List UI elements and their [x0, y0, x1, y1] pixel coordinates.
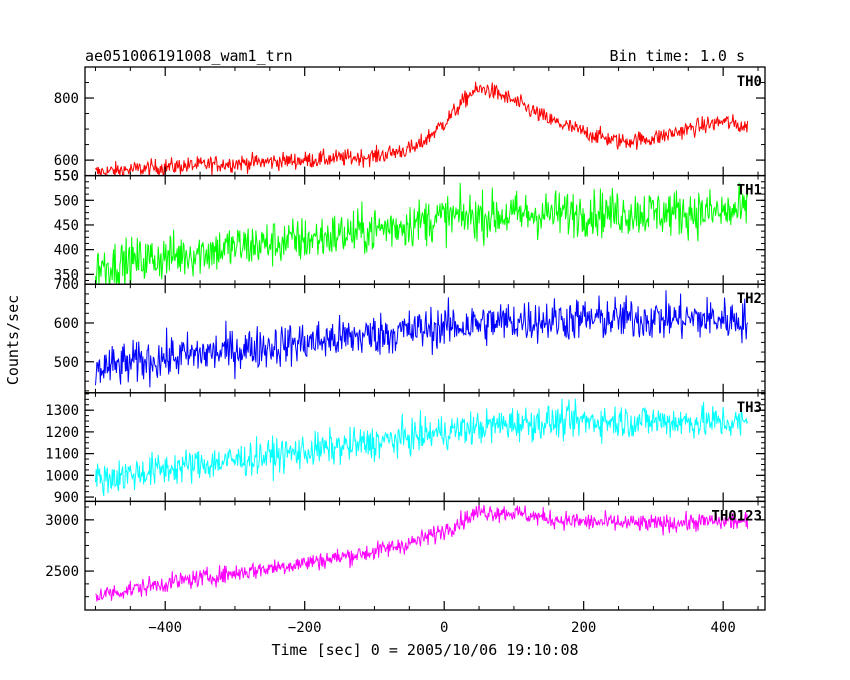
- y-tick-label: 350: [54, 267, 79, 283]
- y-axis-label: Counts/sec: [4, 295, 22, 385]
- x-axis-label: Time [sec] 0 = 2005/10/06 19:10:08: [271, 641, 578, 659]
- panel-label: TH2: [737, 291, 762, 307]
- y-tick-label: 1200: [45, 425, 79, 441]
- y-tick-label: 700: [54, 277, 79, 293]
- y-tick-label: 1000: [45, 468, 79, 484]
- panel-label: TH1: [737, 183, 762, 199]
- x-tick-label: 200: [571, 620, 596, 636]
- y-tick-label: 1100: [45, 447, 79, 463]
- panel-label: TH3: [737, 400, 762, 416]
- y-tick-label: 2500: [45, 564, 79, 580]
- panel-th2: 500 600 700 TH2: [54, 277, 766, 394]
- chart-title: ae051006191008_wam1_trn: [85, 47, 293, 65]
- series-th3: [95, 398, 749, 497]
- y-tick-label: 900: [54, 490, 79, 506]
- y-tick-label: 550: [54, 169, 79, 185]
- y-tick-label: 450: [54, 218, 79, 234]
- panel-th0: 600 800 550 TH0: [54, 66, 766, 185]
- x-tick-label: −200: [288, 620, 322, 636]
- series-th1: [95, 182, 749, 285]
- y-tick-label: 1300: [45, 403, 79, 419]
- panel-th3: 900 1000 1100 1200 1300 TH3: [45, 392, 766, 506]
- y-tick-label: 550: [54, 169, 79, 185]
- y-tick-label: 400: [54, 243, 79, 259]
- y-tick-label: 600: [54, 316, 79, 332]
- panel-frame: [84, 392, 766, 503]
- panel-frame: [84, 500, 766, 611]
- panel-th1: 350 400 450 500 550 TH1: [54, 169, 766, 285]
- series-th0123: [95, 503, 749, 602]
- y-tick-label: 800: [54, 91, 79, 107]
- series-th2: [95, 290, 749, 388]
- panel-label: TH0: [737, 74, 762, 90]
- panels: 600800550TH0350400450500550TH1500600700T…: [45, 66, 766, 636]
- y-tick-label: 500: [54, 193, 79, 209]
- x-tick-label: 0: [440, 620, 448, 636]
- y-tick-label: 600: [54, 153, 79, 169]
- y-tick-label: 500: [54, 355, 79, 371]
- panel-frame: [84, 66, 766, 177]
- bin-time-label: Bin time: 1.0 s: [610, 47, 745, 65]
- y-tick-label: 3000: [45, 513, 79, 529]
- x-tick-label: 400: [711, 620, 736, 636]
- series-th0: [95, 81, 749, 176]
- x-tick-label: −400: [148, 620, 182, 636]
- panel-th0123: 2500 3000 TH0123: [45, 500, 766, 611]
- panel-label: TH0123: [711, 508, 762, 524]
